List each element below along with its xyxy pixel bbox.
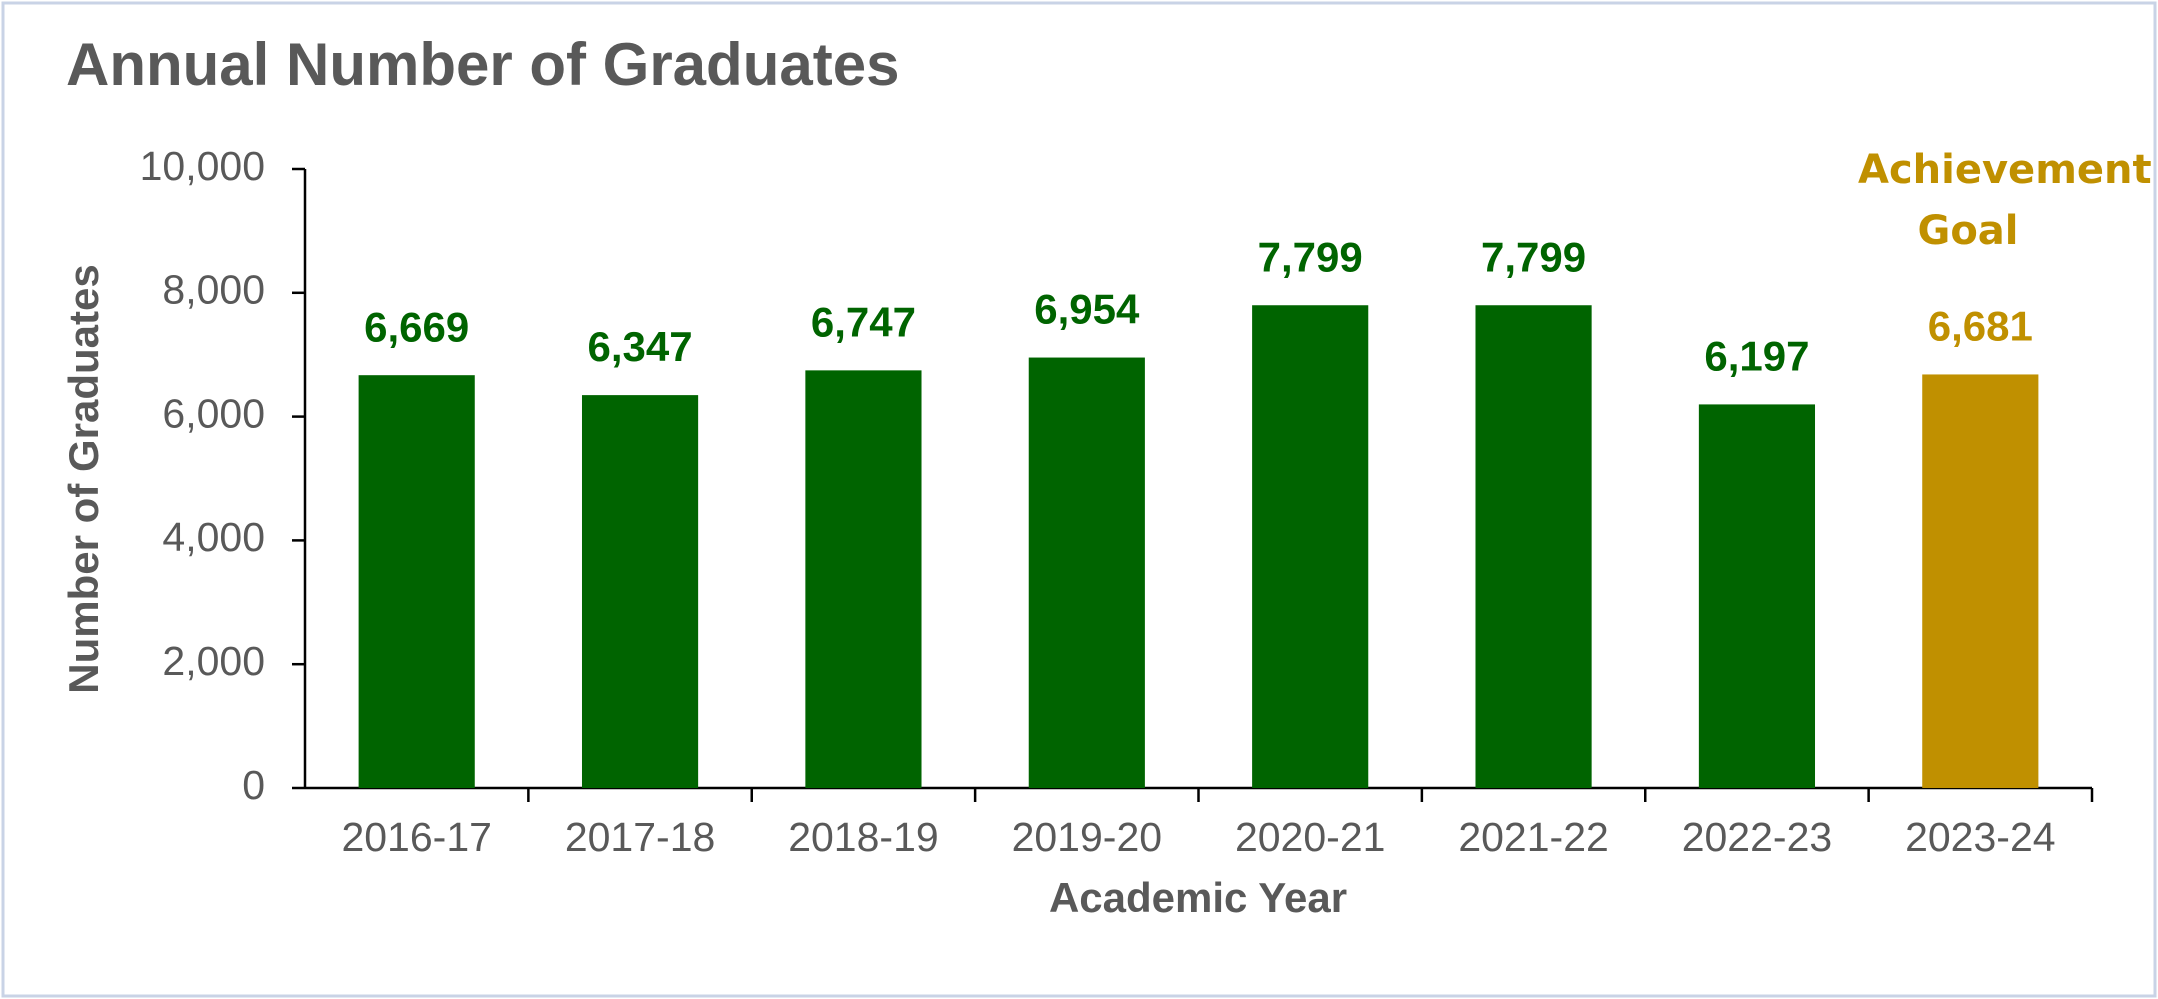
x-tick-label: 2016-17 [341,814,491,860]
bar [1252,305,1369,788]
y-axis-title: Number of Graduates [60,264,107,693]
annotation: Achievement Goal [1858,147,2152,254]
data-label: 6,681 [1928,303,2033,350]
y-tick-label: 0 [242,762,265,808]
bar [805,370,922,788]
data-label: 6,954 [1034,286,1140,333]
x-axis-title: Academic Year [1049,874,1347,921]
y-tick-label: 2,000 [162,638,265,684]
data-label: 6,669 [364,303,469,350]
bar [1028,357,1145,788]
x-tick-label: 2020-21 [1235,814,1385,860]
bar [1698,404,1816,788]
x-tick-label: 2021-22 [1458,814,1608,860]
x-tick-label: 2023-24 [1905,814,2055,860]
x-tick-label: 2017-18 [565,814,715,860]
x-tick-label: 2019-20 [1012,814,1162,860]
bar [1475,305,1592,788]
y-tick-label: 10,000 [140,143,265,189]
chart-title: Annual Number of Graduates [66,31,899,98]
bar [1922,374,2039,788]
y-tick-label: 4,000 [162,514,265,560]
bar [358,375,475,788]
data-label: 6,347 [588,323,693,370]
data-label: 6,197 [1704,332,1809,379]
bar [581,395,699,788]
y-tick-label: 8,000 [162,267,265,313]
y-tick-label: 6,000 [162,390,265,436]
data-label: 7,799 [1481,233,1586,280]
x-tick-label: 2022-23 [1682,814,1832,860]
x-tick-label: 2018-19 [788,814,938,860]
data-label: 6,747 [811,298,916,345]
data-label: 7,799 [1258,233,1363,280]
